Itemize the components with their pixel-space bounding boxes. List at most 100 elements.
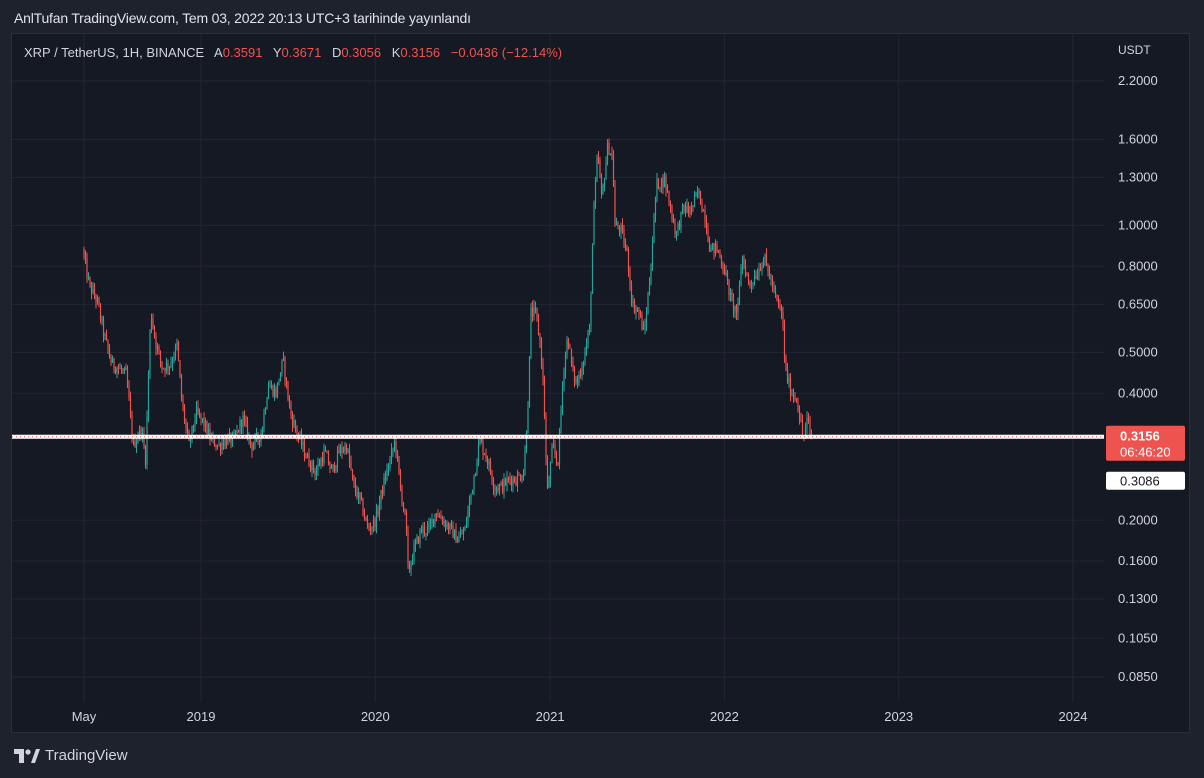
candle-body [731, 292, 733, 301]
candle-body [563, 372, 565, 387]
candle-body [644, 325, 646, 328]
candle-body [146, 415, 148, 465]
candle-body [105, 334, 108, 340]
candle-body [168, 366, 171, 369]
time-tick-label: 2024 [1059, 709, 1088, 724]
price-chart[interactable]: 2.2000 1.6000 1.3000 1.0000 0.8000 0.6500 0.50… [12, 34, 1189, 732]
candle-body [755, 276, 757, 279]
candle-body [795, 398, 798, 401]
candle-body [792, 395, 795, 398]
symbol-name[interactable]: XRP / TetherUS, 1H, BINANCE [24, 45, 205, 60]
candle-body [96, 297, 99, 302]
candle-body [420, 530, 423, 532]
candle-body [443, 521, 445, 524]
candle-body [414, 542, 417, 545]
candle-body [323, 449, 325, 463]
candle-body [701, 204, 703, 212]
candle-body [734, 306, 736, 312]
candle-body [359, 492, 361, 498]
candle-body [345, 445, 348, 453]
candle-body [668, 190, 670, 203]
candle-body [761, 266, 763, 271]
candle-body [164, 368, 166, 372]
candle-body [618, 227, 621, 232]
candle-body [744, 264, 747, 276]
candle-body [90, 283, 93, 294]
high-value: 0.3671 [281, 45, 322, 60]
candle-body [549, 462, 552, 481]
candle-body [153, 327, 156, 337]
candle-body [368, 525, 370, 530]
price-axis[interactable]: 2.2000 1.6000 1.3000 1.0000 0.8000 0.6500 0.50… [1118, 73, 1158, 684]
candle-body [663, 176, 666, 188]
price-tick-label: 0.1300 [1118, 591, 1158, 606]
candle-body [578, 374, 580, 383]
time-axis[interactable]: May 2019 2020 2021 2022 2023 2024 [72, 709, 1088, 724]
time-tick-label: 2021 [536, 709, 565, 724]
candle-body [606, 142, 609, 163]
candle-body [576, 379, 579, 383]
candle-body [666, 189, 669, 191]
candle-body [159, 351, 162, 362]
candle-body [239, 419, 241, 432]
candle-body [92, 288, 94, 294]
candle-body [479, 438, 481, 446]
candle-body [306, 454, 309, 458]
candle-body [630, 284, 633, 304]
candle-body [233, 433, 235, 435]
candle-body [471, 489, 474, 494]
candle-body [275, 389, 277, 397]
candle-body [144, 446, 147, 465]
candle-body [438, 515, 441, 517]
candle-body [764, 254, 766, 260]
candle-body [704, 210, 706, 222]
candle-body [231, 434, 234, 444]
candle-body [605, 162, 607, 180]
time-tick-label: 2019 [187, 709, 216, 724]
tradingview-logo[interactable]: TradingView [14, 747, 128, 764]
candle-body [155, 336, 157, 349]
candle-body [132, 438, 135, 441]
candle-body [789, 377, 792, 396]
candle-body [533, 306, 535, 317]
bar-countdown: 06:46:20 [1120, 445, 1171, 460]
candle-body [593, 202, 595, 245]
candle-body [186, 426, 189, 432]
candle-body [713, 243, 715, 253]
candle-body [600, 176, 603, 195]
candle-body [459, 533, 462, 537]
candle-body [728, 279, 730, 296]
candle-body [608, 142, 610, 155]
candle-body [495, 488, 498, 491]
candle-body [83, 248, 85, 256]
candle-body [513, 478, 516, 483]
candle-body [651, 243, 654, 268]
chart-panel[interactable]: 2.2000 1.6000 1.3000 1.0000 0.8000 0.6500 0.50… [11, 33, 1190, 733]
candle-body [209, 428, 211, 440]
candle-body [135, 442, 138, 448]
candle-body [780, 306, 783, 313]
candle-body [482, 441, 484, 454]
candle-body [312, 461, 315, 471]
candle-body [243, 415, 246, 421]
candle-body [456, 541, 459, 543]
candle-body [177, 342, 180, 361]
candle-body [287, 381, 289, 399]
candle-body [476, 462, 478, 473]
candle-body [572, 362, 574, 368]
candle-body [773, 287, 775, 289]
candle-body [314, 470, 316, 476]
candle-body [321, 458, 324, 463]
candle-body [140, 428, 142, 436]
candle-body [350, 461, 352, 470]
time-tick-label: May [72, 709, 97, 724]
candle-body [333, 464, 336, 471]
candle-body [612, 154, 615, 187]
candle-body [192, 425, 195, 427]
candle-body [392, 448, 394, 450]
secondary-price-tag [1106, 471, 1185, 490]
candle-body [422, 526, 424, 532]
candle-body [678, 223, 681, 229]
candle-body [179, 360, 181, 378]
